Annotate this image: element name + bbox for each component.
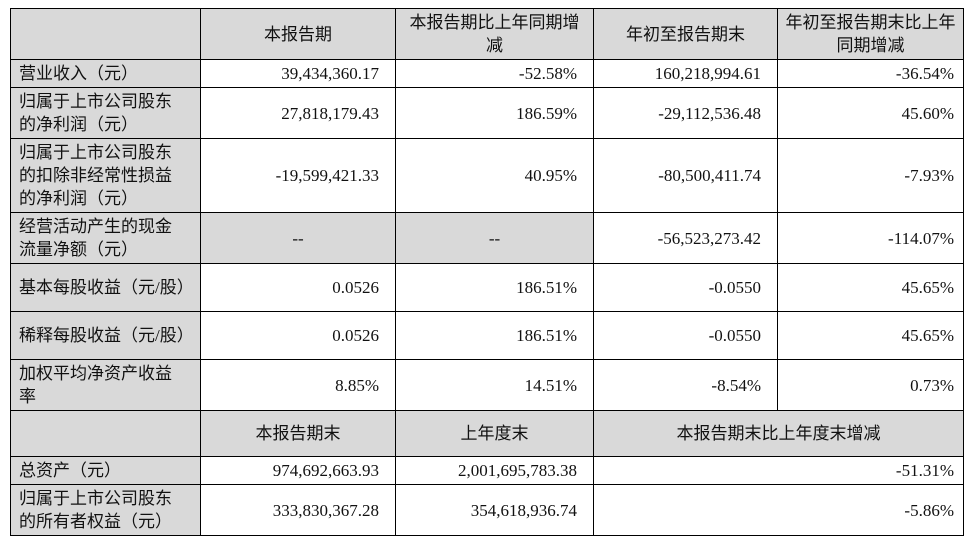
value-cell: 2,001,695,783.38 bbox=[395, 456, 594, 485]
value-cell: 39,434,360.17 bbox=[200, 59, 396, 88]
value-cell: 186.59% bbox=[395, 87, 594, 139]
row-diluted-eps: 稀释每股收益（元/股） 0.0526 186.51% -0.0550 45.65… bbox=[10, 311, 964, 360]
value-cell: 14.51% bbox=[395, 359, 594, 411]
col-header-end-of-period: 本报告期末 bbox=[200, 410, 396, 457]
value-cell: 45.65% bbox=[777, 311, 964, 360]
value-cell: -0.0550 bbox=[593, 311, 778, 360]
row-net-profit: 归属于上市公司股东的净利润（元） 27,818,179.43 186.59% -… bbox=[10, 87, 964, 139]
value-cell-not-applicable: -- bbox=[200, 212, 396, 264]
value-cell: -0.0550 bbox=[593, 263, 778, 312]
value-cell: -51.31% bbox=[593, 456, 964, 485]
row-operating-cash-flow: 经营活动产生的现金流量净额（元） -- -- -56,523,273.42 -1… bbox=[10, 212, 964, 264]
row-net-profit-excl-nonrecurring: 归属于上市公司股东的扣除非经常性损益的净利润（元） -19,599,421.33… bbox=[10, 138, 964, 213]
value-cell: 27,818,179.43 bbox=[200, 87, 396, 139]
financial-summary-section: 本报告期 本报告期比上年同期增减 年初至报告期末 年初至报告期末比上年同期增减 … bbox=[10, 8, 964, 536]
value-cell: -5.86% bbox=[593, 484, 964, 536]
value-cell: 45.60% bbox=[777, 87, 964, 139]
row-label: 归属于上市公司股东的扣除非经常性损益的净利润（元） bbox=[10, 138, 201, 213]
value-cell: 354,618,936.74 bbox=[395, 484, 594, 536]
row-label: 基本每股收益（元/股） bbox=[10, 263, 201, 312]
row-label: 加权平均净资产收益率 bbox=[10, 359, 201, 411]
col-header-current-period-yoy-change: 本报告期比上年同期增减 bbox=[395, 8, 594, 60]
row-weighted-average-roe: 加权平均净资产收益率 8.85% 14.51% -8.54% 0.73% bbox=[10, 359, 964, 411]
financial-summary-table: 本报告期 本报告期比上年同期增减 年初至报告期末 年初至报告期末比上年同期增减 … bbox=[10, 8, 964, 536]
header-row-period: 本报告期 本报告期比上年同期增减 年初至报告期末 年初至报告期末比上年同期增减 bbox=[10, 8, 964, 60]
col-header-end-of-last-year: 上年度末 bbox=[395, 410, 594, 457]
value-cell: 160,218,994.61 bbox=[593, 59, 778, 88]
col-header-year-to-date-yoy-change: 年初至报告期末比上年同期增减 bbox=[777, 8, 964, 60]
value-cell: -7.93% bbox=[777, 138, 964, 213]
value-cell: 45.65% bbox=[777, 263, 964, 312]
row-label: 经营活动产生的现金流量净额（元） bbox=[10, 212, 201, 264]
row-owners-equity: 归属于上市公司股东的所有者权益（元） 333,830,367.28 354,61… bbox=[10, 484, 964, 536]
col-header-year-to-date: 年初至报告期末 bbox=[593, 8, 778, 60]
value-cell: 40.95% bbox=[395, 138, 594, 213]
corner-cell bbox=[10, 8, 201, 60]
row-label: 总资产（元） bbox=[10, 456, 201, 485]
value-cell: -114.07% bbox=[777, 212, 964, 264]
value-cell: 186.51% bbox=[395, 263, 594, 312]
header-row-period-end: 本报告期末 上年度末 本报告期末比上年度末增减 bbox=[10, 410, 964, 457]
row-basic-eps: 基本每股收益（元/股） 0.0526 186.51% -0.0550 45.65… bbox=[10, 263, 964, 312]
row-operating-revenue: 营业收入（元） 39,434,360.17 -52.58% 160,218,99… bbox=[10, 59, 964, 88]
value-cell: 0.0526 bbox=[200, 263, 396, 312]
col-header-current-period: 本报告期 bbox=[200, 8, 396, 60]
row-total-assets: 总资产（元） 974,692,663.93 2,001,695,783.38 -… bbox=[10, 456, 964, 485]
value-cell: -36.54% bbox=[777, 59, 964, 88]
value-cell: 8.85% bbox=[200, 359, 396, 411]
row-label: 归属于上市公司股东的净利润（元） bbox=[10, 87, 201, 139]
value-cell: -19,599,421.33 bbox=[200, 138, 396, 213]
value-cell: 186.51% bbox=[395, 311, 594, 360]
value-cell: -56,523,273.42 bbox=[593, 212, 778, 264]
value-cell: 333,830,367.28 bbox=[200, 484, 396, 536]
row-label: 归属于上市公司股东的所有者权益（元） bbox=[10, 484, 201, 536]
row-label: 营业收入（元） bbox=[10, 59, 201, 88]
value-cell-not-applicable: -- bbox=[395, 212, 594, 264]
corner-cell bbox=[10, 410, 201, 457]
value-cell: -8.54% bbox=[593, 359, 778, 411]
value-cell: -52.58% bbox=[395, 59, 594, 88]
value-cell: -80,500,411.74 bbox=[593, 138, 778, 213]
value-cell: -29,112,536.48 bbox=[593, 87, 778, 139]
row-label: 稀释每股收益（元/股） bbox=[10, 311, 201, 360]
value-cell: 0.73% bbox=[777, 359, 964, 411]
value-cell: 974,692,663.93 bbox=[200, 456, 396, 485]
col-header-period-end-change: 本报告期末比上年度末增减 bbox=[593, 410, 964, 457]
value-cell: 0.0526 bbox=[200, 311, 396, 360]
